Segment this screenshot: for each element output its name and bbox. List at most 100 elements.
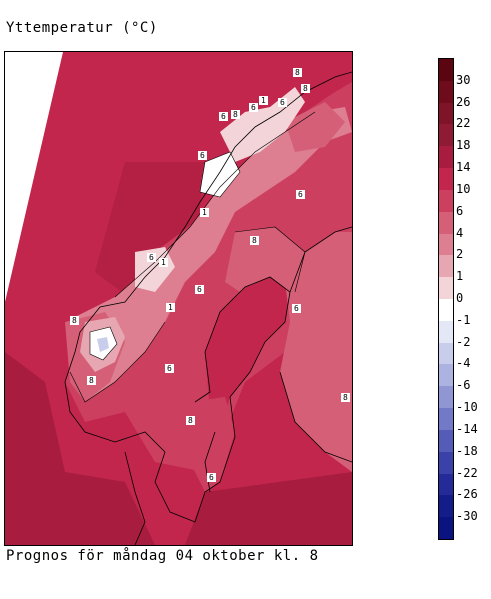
- svg-text:6: 6: [167, 364, 172, 373]
- legend-tick-label: -26: [456, 487, 478, 502]
- legend-tick-label: -18: [456, 443, 478, 458]
- land-zone-0-north: [200, 152, 240, 197]
- legend-swatch: [439, 495, 453, 518]
- legend-swatch: [439, 364, 453, 387]
- legend-tick-label: -6: [456, 378, 471, 393]
- iso-label: 8: [293, 68, 302, 77]
- iso-label: 6: [165, 364, 174, 373]
- legend-swatch: [439, 102, 453, 125]
- legend-tick-label: -2: [456, 334, 471, 349]
- legend-tick-label: 22: [456, 116, 471, 131]
- svg-text:6: 6: [149, 253, 154, 262]
- legend-swatch: [439, 211, 453, 235]
- legend-swatch: [439, 473, 453, 496]
- iso-label: 6: [147, 253, 156, 262]
- legend-tick-label: -4: [456, 356, 471, 371]
- svg-text:8: 8: [303, 84, 308, 93]
- legend-tick-label: 30: [456, 72, 471, 87]
- legend-swatch: [439, 342, 453, 365]
- legend-swatch: [439, 59, 453, 82]
- iso-label: 1: [200, 208, 209, 217]
- svg-text:1: 1: [161, 258, 166, 267]
- iso-label: 6: [249, 103, 258, 112]
- svg-text:1: 1: [168, 303, 173, 312]
- gulf-of-bothnia: [205, 277, 290, 432]
- legend-tick-label: 6: [456, 203, 464, 218]
- legend-swatch: [439, 189, 453, 213]
- legend-tick-label: 14: [456, 160, 471, 175]
- iso-label: 6: [278, 98, 287, 107]
- warm-band-south: [185, 472, 352, 545]
- svg-text:6: 6: [298, 190, 303, 199]
- iso-label: 8: [87, 376, 96, 385]
- svg-text:1: 1: [261, 96, 266, 105]
- temperature-map: 8 8 6 6 6 1 8 6 1 6 1 6 8 8 6 8 6 8 6 1 …: [4, 51, 353, 546]
- legend-tick-label: -1: [456, 312, 471, 327]
- legend-swatch: [439, 320, 453, 344]
- svg-text:1: 1: [202, 208, 207, 217]
- legend-tick-label: 18: [456, 138, 471, 153]
- legend-tick-label: -30: [456, 509, 478, 524]
- iso-label: 1: [159, 258, 168, 267]
- land-zone-4-north: [225, 227, 305, 302]
- iso-label: 8: [301, 84, 310, 93]
- iso-label: 8: [70, 316, 79, 325]
- svg-text:6: 6: [221, 112, 226, 121]
- iso-label: 8: [186, 416, 195, 425]
- warm-band-north-sea: [95, 162, 205, 302]
- legend-swatch: [439, 80, 453, 104]
- svg-text:8: 8: [233, 110, 238, 119]
- svg-text:6: 6: [294, 304, 299, 313]
- legend-swatch: [439, 299, 453, 322]
- color-legend: [438, 58, 454, 540]
- iso-label: 6: [219, 112, 228, 121]
- legend-swatch: [439, 451, 453, 475]
- svg-text:8: 8: [343, 393, 348, 402]
- legend-tick-label: -14: [456, 421, 478, 436]
- legend-swatch: [439, 386, 453, 409]
- svg-text:8: 8: [188, 416, 193, 425]
- svg-text:6: 6: [209, 473, 214, 482]
- map-title: Yttemperatur (°C): [6, 20, 158, 36]
- land-zone-4-far-north: [285, 102, 345, 152]
- legend-tick-label: 1: [456, 269, 464, 284]
- legend-tick-label: 4: [456, 225, 464, 240]
- iso-label: 6: [207, 473, 216, 482]
- legend-tick-label: 2: [456, 247, 464, 262]
- legend-swatch: [439, 517, 453, 540]
- legend-swatch: [439, 429, 453, 453]
- svg-text:8: 8: [89, 376, 94, 385]
- map-canvas: 8 8 6 6 6 1 8 6 1 6 1 6 8 8 6 8 6 8 6 1 …: [5, 52, 352, 545]
- iso-label: 8: [231, 110, 240, 119]
- legend-tick-label: -10: [456, 400, 478, 415]
- warm-band-southwest: [5, 352, 155, 545]
- legend-swatch: [439, 408, 453, 431]
- iso-label: 8: [341, 393, 350, 402]
- legend-swatch: [439, 124, 453, 147]
- iso-label: 1: [259, 96, 268, 105]
- iso-label: 1: [166, 303, 175, 312]
- legend-tick-label: -22: [456, 465, 478, 480]
- land-zone-2: [70, 107, 352, 402]
- finland-zone: [280, 232, 352, 472]
- svg-text:8: 8: [295, 68, 300, 77]
- iso-label: 6: [195, 285, 204, 294]
- legend-swatch: [439, 277, 453, 300]
- legend-swatch: [439, 233, 453, 256]
- iso-label: 6: [198, 151, 207, 160]
- legend-tick-label: 0: [456, 291, 464, 305]
- iso-label: 6: [292, 304, 301, 313]
- svg-text:8: 8: [252, 236, 257, 245]
- svg-text:6: 6: [197, 285, 202, 294]
- land-zone-minus-2: [97, 337, 109, 352]
- iso-label: 8: [250, 236, 259, 245]
- no-data-area: [5, 52, 63, 302]
- svg-text:6: 6: [200, 151, 205, 160]
- svg-text:6: 6: [251, 103, 256, 112]
- legend-tick-label: 26: [456, 94, 471, 109]
- legend-tick-label: 10: [456, 181, 471, 196]
- iso-labels: 8 8 6 6 6 1 8 6 1 6 1 6 8 8 6 8 6 8 6 1 …: [70, 68, 350, 482]
- forecast-caption: Prognos för måndag 04 oktober kl. 8: [6, 548, 319, 564]
- svg-text:6: 6: [280, 98, 285, 107]
- legend-swatch: [439, 146, 453, 169]
